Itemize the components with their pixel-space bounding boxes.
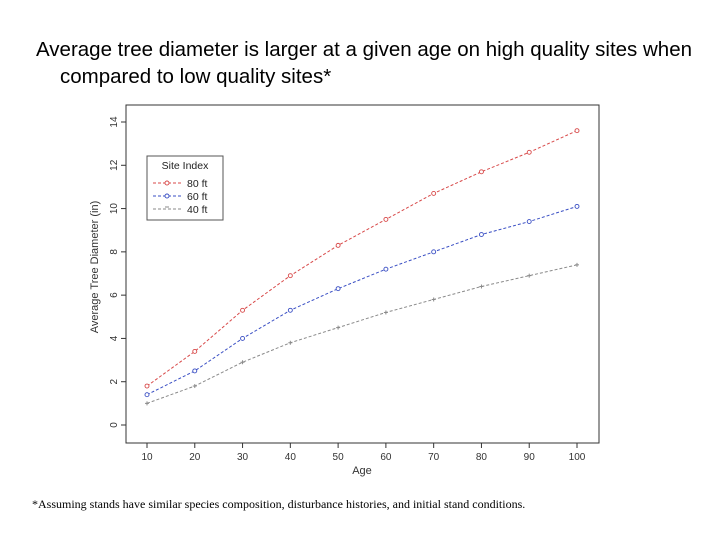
- data-point: [431, 249, 437, 255]
- y-tick-label: 6: [109, 292, 120, 298]
- data-point: [527, 273, 532, 278]
- legend-box: [146, 155, 224, 221]
- x-tick-label: 40: [285, 452, 297, 463]
- y-tick-label: 8: [109, 249, 120, 255]
- data-point: [287, 307, 293, 313]
- data-point: [192, 368, 198, 374]
- y-tick-label: 12: [109, 159, 120, 171]
- plot-frame: [125, 104, 600, 444]
- x-tick-label: 20: [189, 452, 201, 463]
- data-point: [335, 242, 341, 248]
- x-tick-label: 10: [141, 452, 153, 463]
- data-point: [478, 232, 484, 237]
- x-tick-label: 70: [428, 452, 440, 463]
- data-point: [287, 273, 293, 279]
- chart-axes: 10 20 30 40 50 60 70 80 90 100 0 2 4 6 8 10 12 14: [109, 104, 600, 463]
- data-point: [145, 401, 149, 406]
- data-point: [431, 190, 437, 196]
- y-tick-label: 0: [109, 422, 120, 428]
- x-axis-label: Age: [352, 465, 372, 477]
- data-point: [144, 383, 150, 389]
- x-tick-label: 30: [237, 452, 249, 463]
- data-point: [192, 384, 197, 389]
- legend-label: 80 ft: [187, 178, 208, 190]
- data-point: [240, 360, 245, 365]
- data-point: [335, 286, 341, 292]
- data-point: [383, 266, 389, 272]
- data-point: [240, 335, 246, 341]
- y-tick-label: 10: [109, 203, 120, 215]
- data-point: [240, 307, 246, 313]
- data-point: [144, 392, 150, 398]
- series-line: [146, 205, 578, 396]
- data-point: [574, 128, 580, 134]
- series-line: [146, 264, 578, 404]
- data-point: [288, 340, 293, 345]
- y-tick-label: 2: [109, 378, 120, 384]
- series-60-ft: [144, 203, 580, 398]
- data-point: [383, 216, 389, 222]
- x-tick-label: 90: [524, 452, 536, 463]
- legend-title: Site Index: [162, 160, 209, 172]
- slide-title: Average tree diameter is larger at a giv…: [36, 38, 693, 88]
- x-tick-label: 50: [333, 452, 345, 463]
- data-point: [575, 262, 579, 267]
- data-point: [192, 348, 198, 354]
- footnote: *Assuming stands have similar species co…: [32, 497, 526, 511]
- data-point: [383, 310, 388, 315]
- legend-marker: [164, 180, 170, 186]
- legend-label: 60 ft: [187, 191, 208, 203]
- data-point: [478, 169, 484, 175]
- y-tick-label: 14: [109, 116, 120, 128]
- x-tick-label: 80: [476, 452, 488, 463]
- tree-diameter-line-chart: 10 20 30 40 50 60 70 80 90 100 0 2 4 6 8 10 12 14 Site In…: [89, 104, 600, 477]
- data-point: [574, 203, 580, 209]
- data-point: [526, 219, 532, 225]
- legend-marker: [164, 193, 170, 199]
- series-40-ft: [145, 262, 579, 406]
- data-point: [336, 325, 341, 330]
- data-point: [431, 297, 436, 302]
- x-tick-label: 100: [569, 452, 586, 463]
- chart-series: [144, 128, 580, 406]
- y-axis-label: Average Tree Diameter (in): [89, 201, 101, 333]
- series-80-ft: [144, 128, 580, 389]
- data-point: [526, 149, 532, 155]
- series-line: [146, 130, 578, 387]
- data-point: [479, 284, 484, 289]
- x-tick-label: 60: [380, 452, 392, 463]
- legend-label: 40 ft: [187, 204, 208, 216]
- y-tick-label: 4: [109, 335, 120, 341]
